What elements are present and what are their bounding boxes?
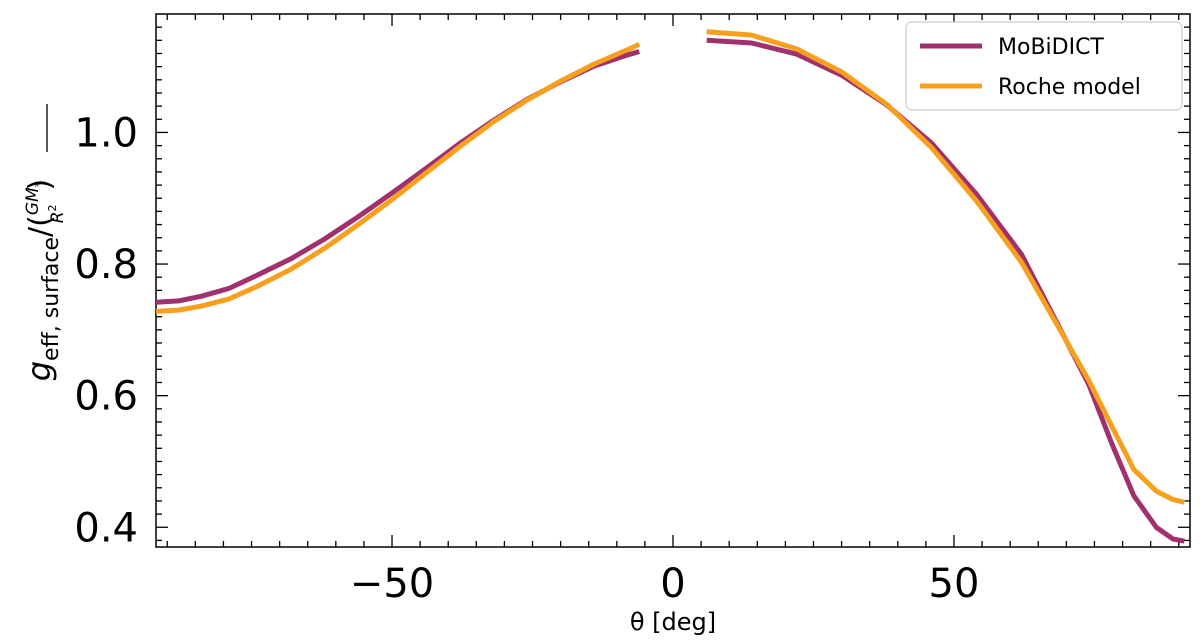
legend: MoBiDICT Roche model [905,21,1183,111]
x-tick-label: 0 [660,561,685,607]
y-tick-label: 0.4 [74,505,138,551]
y-label-denominator: R [48,211,68,223]
y-label-numerator: GM [23,187,43,215]
series-line-mobidict-segment-1 [706,37,1185,544]
y-tick-label: 1.0 [74,110,138,156]
legend-label-roche-model: Roche model [998,75,1141,100]
axis-tick-labels: −50 0 50 0.4 0.6 0.8 1.0 [74,110,979,607]
y-label-subscript: eff, surface [39,237,64,361]
x-tick-label: −50 [350,561,434,607]
y-label-close-paren: ) [23,179,58,191]
series-line-roche-model-segment-1 [706,29,1185,505]
svg-text:geff, surface/(GM*R2): geff, surface/(GM* R2) [20,179,68,382]
y-label-star: * [32,181,46,187]
y-tick-label: 0.8 [74,242,138,288]
series-line-mobidict-segment-0 [155,49,641,305]
y-tick-label: 0.6 [74,374,138,420]
legend-label-mobidict: MoBiDICT [998,35,1104,60]
y-label-power: 2 [46,204,59,211]
axis-ticks [156,14,1190,547]
x-tick-label: 50 [929,561,980,607]
series-line-roche-model-segment-0 [155,42,641,314]
y-axis-label: geff, surface/(GM* R2) [20,104,68,381]
series-layer [155,29,1185,544]
y-label-g: g [20,361,58,381]
x-axis-label: θ [deg] [630,608,716,636]
y-label-slash-paren: /( [23,215,58,237]
